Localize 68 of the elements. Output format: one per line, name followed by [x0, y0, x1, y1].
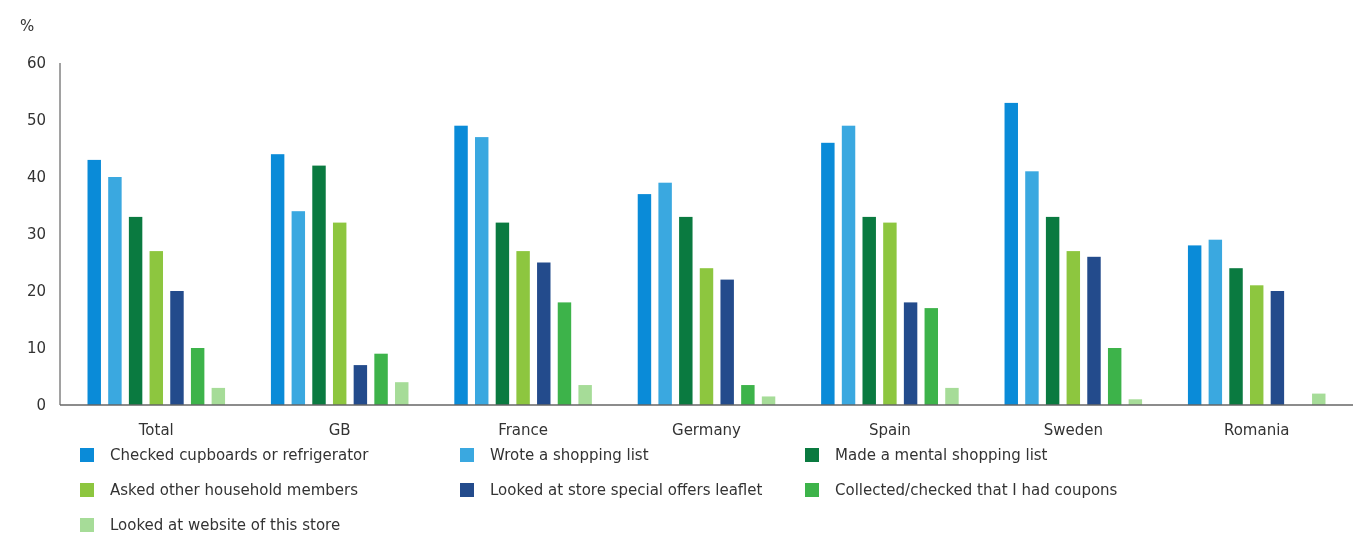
bar: [883, 222, 897, 405]
y-tick-label: 10: [26, 339, 46, 358]
bar: [353, 365, 368, 405]
bar: [211, 387, 226, 405]
bar: [720, 279, 734, 405]
bar: [149, 251, 164, 405]
bar: [1025, 171, 1039, 405]
bar: [1045, 216, 1060, 405]
bar: [312, 165, 326, 405]
bar: [658, 182, 672, 405]
legend-label: Collected/checked that I had coupons: [835, 481, 1118, 500]
legend-label: Checked cupboards or refrigerator: [110, 446, 370, 465]
y-tick-label: 20: [26, 282, 46, 301]
bar: [1208, 239, 1223, 405]
bar: [903, 302, 918, 405]
bar: [475, 137, 489, 405]
bar: [537, 262, 551, 405]
bar: [1270, 291, 1285, 405]
bar: [1229, 268, 1243, 405]
bar: [332, 222, 347, 405]
legend-label: Made a mental shopping list: [835, 446, 1048, 465]
x-tick-label: France: [498, 421, 549, 439]
y-tick-label: 30: [26, 225, 46, 244]
bar: [1249, 285, 1264, 405]
y-tick-label: 60: [26, 54, 46, 73]
bar: [1004, 102, 1018, 405]
x-tick-label: Germany: [672, 421, 742, 439]
bar: [495, 222, 510, 405]
bar: [761, 396, 776, 405]
bar: [1066, 251, 1081, 405]
bar: [821, 142, 835, 405]
bar: [637, 194, 652, 405]
bar: [862, 216, 876, 405]
legend-label: Looked at store special offers leaflet: [490, 481, 763, 500]
bar: [516, 251, 530, 405]
bar: [741, 385, 755, 405]
y-tick-label: 50: [26, 111, 46, 130]
x-tick-label: Spain: [868, 421, 911, 439]
legend-label: Looked at website of this store: [110, 516, 341, 535]
bar: [945, 387, 959, 405]
bar: [841, 125, 856, 405]
bar: [374, 353, 388, 405]
bar: [924, 308, 938, 405]
bar: [1187, 245, 1202, 405]
bar: [454, 125, 468, 405]
x-tick-label: Romania: [1223, 421, 1290, 439]
bar: [270, 154, 285, 405]
x-tick-label: GB: [328, 421, 351, 439]
legend-label: Asked other household members: [110, 481, 359, 500]
bar: [170, 291, 184, 405]
bar: [395, 382, 409, 405]
bar: [108, 177, 122, 405]
bar: [1087, 256, 1101, 405]
bar: [1107, 348, 1122, 405]
x-tick-label: Total: [137, 421, 174, 439]
x-tick-label: Sweden: [1043, 421, 1103, 439]
legend-label: Wrote a shopping list: [490, 446, 649, 465]
bar: [699, 268, 714, 405]
bar: [557, 302, 572, 405]
bar: [291, 211, 306, 405]
bar: [190, 348, 205, 405]
bar: [578, 385, 592, 405]
y-tick-label: 40: [26, 168, 46, 187]
y-axis-title: %: [20, 17, 35, 35]
y-tick-label: 0: [36, 396, 46, 415]
bar: [679, 216, 693, 405]
bar: [87, 159, 101, 405]
bar: [128, 216, 143, 405]
